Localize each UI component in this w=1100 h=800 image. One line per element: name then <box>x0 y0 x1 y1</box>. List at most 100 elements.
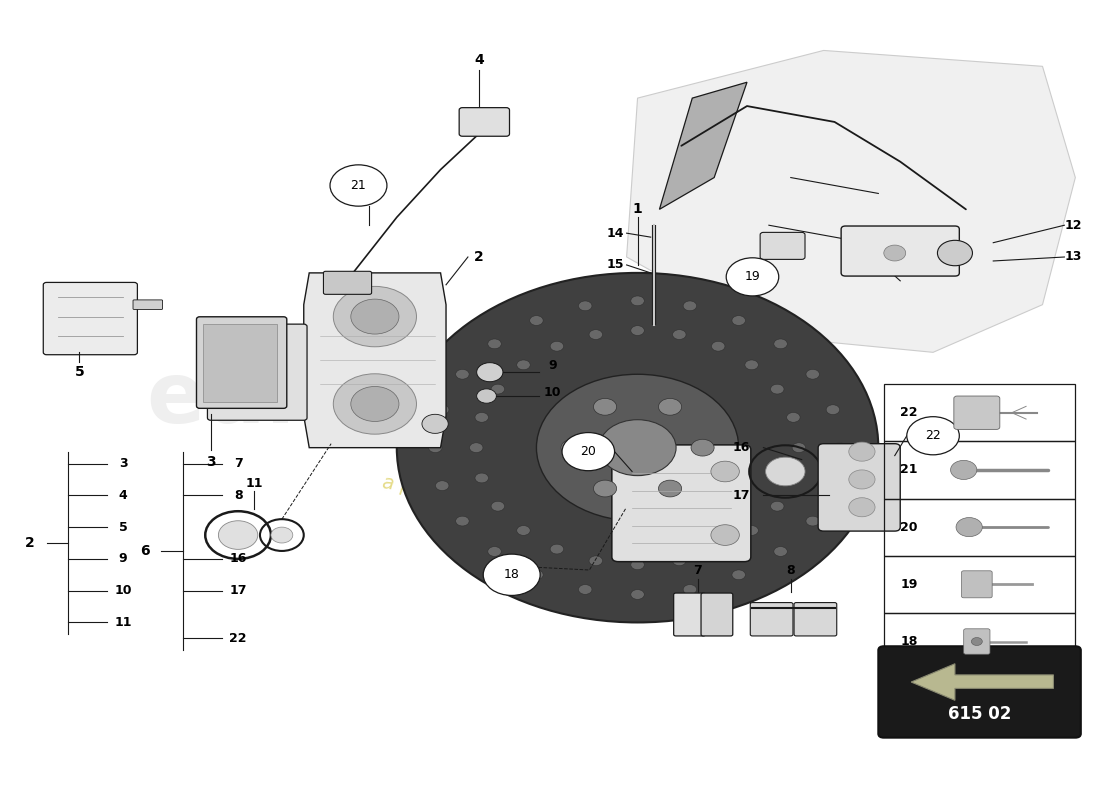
Bar <box>883 384 1076 442</box>
Text: 3: 3 <box>206 454 216 469</box>
Text: 22: 22 <box>900 406 917 419</box>
Circle shape <box>219 521 257 550</box>
Circle shape <box>470 442 483 453</box>
Circle shape <box>683 301 696 310</box>
Circle shape <box>732 316 746 326</box>
FancyBboxPatch shape <box>323 271 372 294</box>
Circle shape <box>475 413 488 422</box>
Text: 6: 6 <box>140 544 150 558</box>
Text: 20: 20 <box>900 521 917 534</box>
Circle shape <box>330 165 387 206</box>
FancyBboxPatch shape <box>878 646 1081 738</box>
Text: 2: 2 <box>25 536 35 550</box>
FancyBboxPatch shape <box>842 226 959 276</box>
Circle shape <box>579 585 592 594</box>
Circle shape <box>672 330 686 339</box>
Circle shape <box>826 481 839 490</box>
Circle shape <box>594 398 617 415</box>
Text: 9: 9 <box>119 552 128 566</box>
Circle shape <box>397 273 878 622</box>
Circle shape <box>833 442 847 453</box>
Circle shape <box>487 546 502 556</box>
Text: 17: 17 <box>733 489 750 502</box>
Text: 4: 4 <box>474 53 484 67</box>
Circle shape <box>429 442 442 453</box>
Text: 18: 18 <box>900 635 917 648</box>
Circle shape <box>483 554 540 595</box>
Circle shape <box>732 570 746 580</box>
Text: 1: 1 <box>632 202 642 216</box>
Text: 22: 22 <box>229 632 246 645</box>
Bar <box>883 556 1076 613</box>
Circle shape <box>517 360 530 370</box>
Circle shape <box>711 461 739 482</box>
Circle shape <box>883 245 905 261</box>
Circle shape <box>530 316 543 326</box>
Text: 18: 18 <box>504 568 519 582</box>
Circle shape <box>773 339 788 349</box>
Circle shape <box>455 370 469 379</box>
FancyBboxPatch shape <box>794 602 837 636</box>
Circle shape <box>550 544 563 554</box>
Polygon shape <box>304 273 446 448</box>
Circle shape <box>745 526 758 535</box>
Circle shape <box>600 420 676 476</box>
Circle shape <box>561 439 584 456</box>
Text: 5: 5 <box>119 521 128 534</box>
FancyBboxPatch shape <box>818 444 900 531</box>
Circle shape <box>726 258 779 296</box>
Text: 8: 8 <box>786 564 795 578</box>
Polygon shape <box>659 82 747 210</box>
Circle shape <box>950 460 977 479</box>
Text: 21: 21 <box>351 179 366 192</box>
Text: 615 02: 615 02 <box>948 705 1011 723</box>
Circle shape <box>475 473 488 483</box>
Circle shape <box>849 498 876 517</box>
Text: 10: 10 <box>543 386 561 398</box>
Circle shape <box>271 527 293 543</box>
Circle shape <box>630 326 645 335</box>
Circle shape <box>491 502 505 511</box>
Circle shape <box>712 544 725 554</box>
Circle shape <box>487 339 502 349</box>
Text: 11: 11 <box>245 477 263 490</box>
Text: 14: 14 <box>607 226 625 240</box>
Text: a passion for parts since 1985: a passion for parts since 1985 <box>381 474 675 533</box>
Circle shape <box>590 556 603 566</box>
FancyBboxPatch shape <box>197 317 287 408</box>
Text: 3: 3 <box>119 457 128 470</box>
Circle shape <box>550 342 563 351</box>
Circle shape <box>659 480 682 497</box>
Text: 19: 19 <box>900 578 917 591</box>
Circle shape <box>712 342 725 351</box>
Circle shape <box>351 299 399 334</box>
Circle shape <box>937 240 972 266</box>
Text: 4: 4 <box>119 489 128 502</box>
FancyBboxPatch shape <box>964 629 990 654</box>
Text: 5: 5 <box>75 365 85 379</box>
Circle shape <box>630 296 645 306</box>
Circle shape <box>826 405 839 414</box>
Circle shape <box>786 473 800 483</box>
Circle shape <box>659 398 682 415</box>
Circle shape <box>594 480 617 497</box>
Text: 21: 21 <box>900 463 917 477</box>
Text: 2: 2 <box>474 250 484 264</box>
Circle shape <box>770 502 784 511</box>
Text: 9: 9 <box>548 359 557 372</box>
FancyBboxPatch shape <box>750 602 793 636</box>
FancyBboxPatch shape <box>612 445 751 562</box>
Polygon shape <box>627 50 1076 352</box>
Circle shape <box>806 370 820 379</box>
Circle shape <box>422 414 448 434</box>
Circle shape <box>436 405 449 414</box>
Circle shape <box>562 433 615 470</box>
FancyBboxPatch shape <box>701 593 733 636</box>
Circle shape <box>476 389 496 403</box>
FancyBboxPatch shape <box>673 593 705 636</box>
Circle shape <box>476 362 503 382</box>
Circle shape <box>770 384 784 394</box>
FancyBboxPatch shape <box>133 300 163 310</box>
Circle shape <box>849 470 876 489</box>
Text: 15: 15 <box>607 258 625 271</box>
